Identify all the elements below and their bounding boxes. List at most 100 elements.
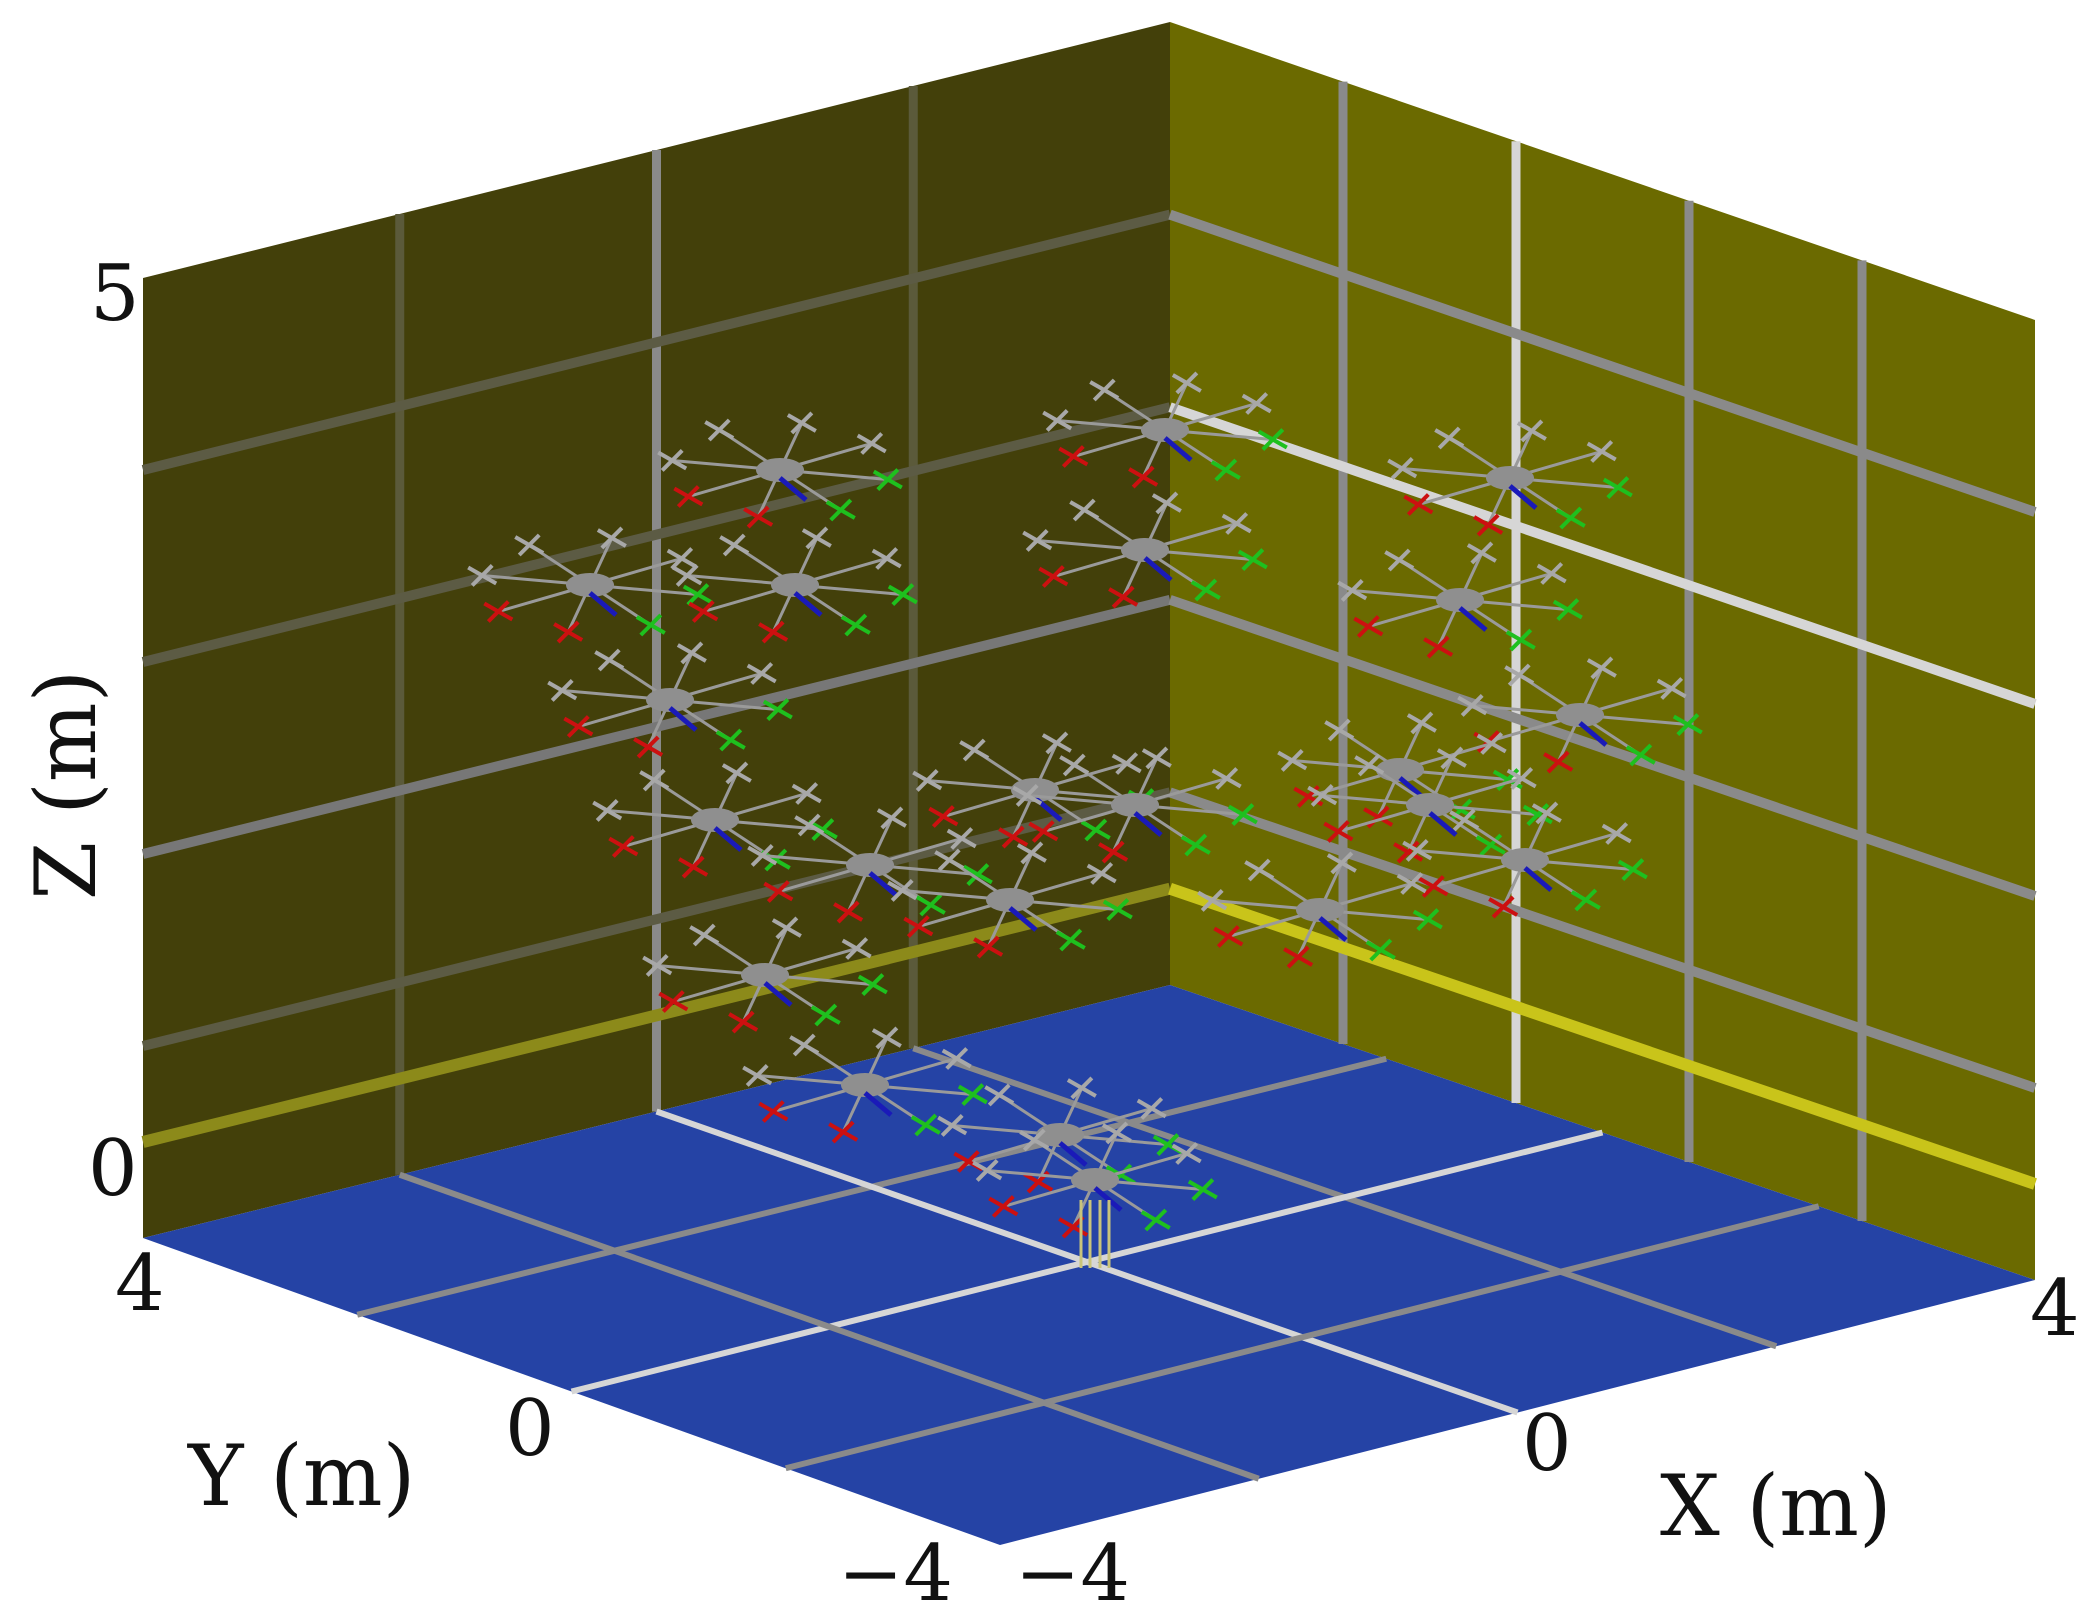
x-axis-label: X (m) (1660, 1457, 1892, 1555)
drone-rotor (1574, 888, 1598, 912)
tick-labels: 5 0 4 0 −4 −4 0 4 (88, 249, 2080, 1617)
drone-rotor (1200, 889, 1224, 912)
drone-rotor (775, 916, 799, 940)
drone-rotor (1155, 491, 1179, 515)
drone-heading (1058, 1141, 1088, 1167)
drone-glyph (657, 411, 903, 529)
drone-rotor (1041, 565, 1065, 588)
drone-rotor (600, 526, 624, 550)
drone-heading (1008, 906, 1038, 932)
drone-rotor (1390, 457, 1414, 480)
drone-rotor (1590, 656, 1614, 680)
drone-rotor (880, 806, 904, 830)
landing-stand (1079, 1200, 1111, 1268)
drone-rotor (1326, 820, 1350, 843)
drone-rotor (1231, 803, 1255, 826)
drone-rotor (639, 613, 663, 637)
drone-body (1111, 793, 1159, 817)
drone-rotor (956, 1150, 980, 1173)
drone-rotor (919, 893, 943, 917)
drone-body (1486, 466, 1534, 490)
drone-rotor (766, 698, 790, 721)
drone-rotor (1090, 862, 1114, 885)
drone-rotor (670, 547, 694, 570)
drone-heading (1093, 1186, 1123, 1212)
drone-body (566, 573, 614, 597)
drone-rotor (1215, 767, 1239, 790)
drone-rotor (680, 641, 704, 665)
drone-rotor (1105, 1121, 1129, 1145)
drone-glyph (1402, 801, 1648, 919)
drone-rotor (642, 768, 666, 792)
drone-rotor (1460, 694, 1484, 717)
drone-glyph (467, 526, 713, 644)
drone-body (756, 458, 804, 482)
drone-rotor (1405, 839, 1429, 862)
drone-heading (868, 871, 898, 897)
drone-rotor (937, 848, 961, 872)
drone-glyph (972, 1121, 1218, 1239)
floor-grid-y (398, 1171, 1260, 1482)
y-tick-max: 4 (115, 1239, 165, 1329)
drone-rotor (764, 848, 788, 872)
drone-rotor (1340, 579, 1364, 602)
drone-rotor (876, 468, 900, 491)
drone-rotor (1470, 541, 1494, 565)
drone-rotor (1535, 801, 1559, 825)
drone-rotor (976, 935, 1000, 959)
drone-rotor (1025, 529, 1049, 552)
right-wall-hgrid (1168, 595, 2037, 901)
drone-rotor (1546, 750, 1570, 774)
drone-rotor (875, 547, 899, 570)
drone-rotor (1476, 513, 1500, 537)
drone-rotor (1191, 1178, 1215, 1201)
drone-rotor (1416, 908, 1440, 931)
right-wall-hgrid (1168, 787, 2037, 1093)
drone-rotor (1001, 825, 1025, 849)
drone-rotor (661, 990, 685, 1013)
drone-rotor (966, 863, 990, 886)
drone-rotor (1556, 598, 1580, 621)
drone-rotor (761, 620, 785, 644)
drone-rotor (550, 679, 574, 702)
drone-heading (1523, 866, 1553, 892)
drone-rotor (1449, 798, 1473, 822)
drone-rotor (1559, 506, 1583, 530)
drone-rotor (707, 418, 731, 442)
drone-rotor (722, 533, 746, 557)
drone-rotor (1115, 752, 1139, 775)
drone-rotor (1045, 409, 1069, 432)
drone-rotor (875, 1026, 899, 1050)
drone-rotor (692, 923, 716, 947)
drone-body (986, 888, 1034, 912)
drone-glyph (742, 1026, 988, 1144)
drone-rotor (750, 662, 774, 685)
drone-rotor (1676, 713, 1700, 736)
drone-rotor (486, 600, 510, 623)
drone-heading (793, 591, 823, 617)
drone-rotor (1387, 548, 1411, 572)
drone-rotor (1045, 731, 1069, 755)
drone-rotor (1216, 925, 1240, 948)
drone-rotor (795, 782, 819, 805)
drone-body (646, 688, 694, 712)
grid-lines (141, 81, 2037, 1482)
drone-rotor (890, 879, 914, 902)
drone-rotor (1241, 548, 1265, 571)
drone-rotor (611, 835, 635, 858)
drone-rotor (1106, 898, 1130, 921)
left-wall-hgrid (141, 209, 1172, 475)
drone-rotor (845, 937, 869, 960)
drone-rotor (844, 613, 868, 637)
drone-glyph (672, 526, 918, 644)
drone-body (741, 963, 789, 987)
drone-heading (1133, 811, 1163, 837)
drone-rotor (1437, 426, 1461, 450)
x-tick-min: −4 (1015, 1529, 1130, 1617)
drone-rotor (906, 915, 930, 938)
drone-rotor (1440, 746, 1464, 770)
drone-glyph (1042, 371, 1288, 489)
drone-rotor (1131, 465, 1155, 489)
drone-rotor (1261, 428, 1285, 451)
